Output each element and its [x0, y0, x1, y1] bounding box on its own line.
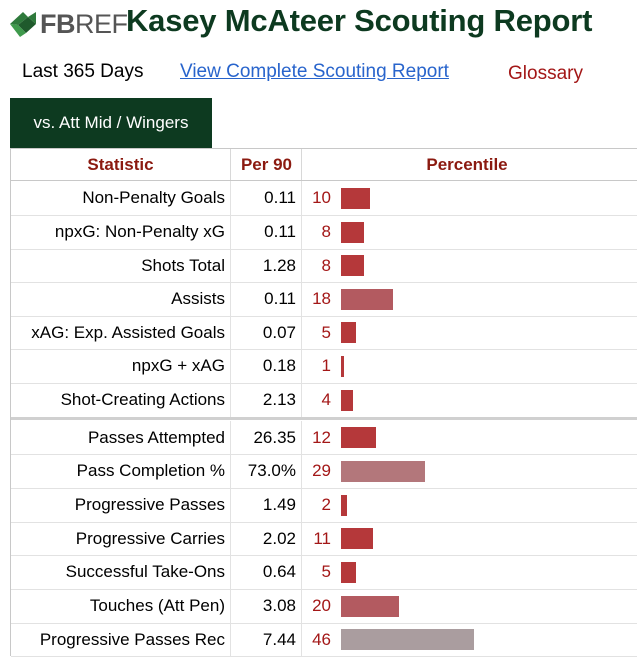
- percentile-value: 20: [301, 589, 335, 623]
- stat-name: Shots Total: [141, 256, 225, 275]
- percentile-bar: [341, 255, 364, 276]
- table-row: Progressive Carries 2.02 11: [11, 522, 637, 556]
- header-per90[interactable]: Per 90: [230, 149, 302, 180]
- stat-name: npxG: Non-Penalty xG: [54, 222, 225, 241]
- table-row: xAG: Exp. Assisted Goals 0.07 5: [11, 316, 637, 350]
- per90-value: 26.35: [230, 421, 301, 454]
- per90-value: 0.64: [230, 555, 301, 589]
- per90-value: 1.28: [230, 249, 301, 282]
- per90-value: 0.11: [230, 282, 301, 316]
- table-row: Touches (Att Pen) 3.08 20: [11, 589, 637, 624]
- header-statistic[interactable]: Statistic: [87, 155, 154, 174]
- table-row: Passes Attempted 26.35 12: [11, 421, 637, 455]
- percentile-bar: [341, 322, 356, 343]
- stat-name: npxG + xAG: [131, 356, 225, 375]
- percentile-bar: [341, 596, 399, 617]
- percentile-bar: [341, 356, 344, 377]
- table-row: Successful Take-Ons 0.64 5: [11, 555, 637, 590]
- stat-name: Progressive Carries: [75, 529, 225, 548]
- table-row: Non-Penalty Goals 0.11 10: [11, 181, 637, 216]
- per90-value: 0.11: [230, 181, 301, 215]
- stat-name: Pass Completion %: [76, 461, 225, 480]
- stat-name: Non-Penalty Goals: [82, 188, 225, 207]
- page-title: Kasey McAteer Scouting Report: [126, 3, 593, 38]
- per90-value: 7.44: [230, 623, 301, 656]
- table-row: Progressive Passes Rec 7.44 46: [11, 623, 637, 657]
- per90-value: 0.18: [230, 349, 301, 383]
- percentile-bar: [341, 289, 393, 310]
- percentile-bar: [341, 629, 474, 650]
- per90-value: 2.13: [230, 383, 301, 417]
- tab-att-mid-wingers[interactable]: vs. Att Mid / Wingers: [10, 98, 212, 148]
- percentile-value: 46: [301, 623, 335, 656]
- scouting-table: Statistic Per 90 Percentile Non-Penalty …: [10, 148, 637, 657]
- table-row: Shot-Creating Actions 2.13 4: [11, 383, 637, 420]
- logo-text-ref: REF: [75, 8, 128, 39]
- percentile-value: 1: [301, 349, 335, 383]
- stat-name: xAG: Exp. Assisted Goals: [31, 323, 225, 342]
- percentile-value: 12: [301, 421, 335, 454]
- full-report-link[interactable]: View Complete Scouting Report: [180, 61, 449, 82]
- table-row: npxG: Non-Penalty xG 0.11 8: [11, 215, 637, 250]
- percentile-value: 2: [301, 488, 335, 522]
- percentile-value: 5: [301, 316, 335, 349]
- percentile-value: 10: [301, 181, 335, 215]
- percentile-value: 18: [301, 282, 335, 316]
- percentile-bar: [341, 390, 353, 411]
- logo-text-fb: FB: [40, 8, 76, 39]
- percentile-bar: [341, 562, 356, 583]
- per90-value: 0.07: [230, 316, 301, 349]
- table-row: Pass Completion % 73.0% 29: [11, 454, 637, 489]
- percentile-bar: [341, 188, 370, 209]
- report-links: Last 365 Days View Complete Scouting Rep…: [0, 60, 637, 88]
- per90-value: 2.02: [230, 522, 301, 555]
- stat-name: Progressive Passes: [74, 495, 225, 514]
- per90-value: 1.49: [230, 488, 301, 522]
- percentile-bar: [341, 427, 376, 448]
- stat-name: Successful Take-Ons: [65, 562, 225, 581]
- stat-name: Progressive Passes Rec: [39, 630, 225, 649]
- fbref-leaf-icon: [10, 12, 36, 37]
- header-percentile[interactable]: Percentile: [301, 149, 632, 180]
- percentile-value: 4: [301, 383, 335, 417]
- per90-value: 0.11: [230, 215, 301, 249]
- percentile-bar: [341, 495, 347, 516]
- percentile-bar: [341, 222, 364, 243]
- percentile-value: 29: [301, 454, 335, 488]
- table-row: Shots Total 1.28 8: [11, 249, 637, 283]
- percentile-bar: [341, 461, 425, 482]
- percentile-value: 8: [301, 249, 335, 282]
- stat-name: Touches (Att Pen): [89, 596, 225, 615]
- stat-name: Shot-Creating Actions: [60, 390, 225, 409]
- percentile-value: 8: [301, 215, 335, 249]
- table-row: npxG + xAG 0.18 1: [11, 349, 637, 384]
- per90-value: 3.08: [230, 589, 301, 623]
- table-row: Assists 0.11 18: [11, 282, 637, 317]
- percentile-bar: [341, 528, 373, 549]
- glossary-link[interactable]: Glossary: [508, 63, 583, 84]
- period-label: Last 365 Days: [22, 61, 144, 82]
- per90-value: 73.0%: [230, 454, 301, 488]
- fbref-logo[interactable]: FB REF: [6, 7, 128, 41]
- table-row: Progressive Passes 1.49 2: [11, 488, 637, 523]
- percentile-value: 11: [301, 522, 335, 555]
- stat-name: Assists: [171, 289, 225, 308]
- percentile-value: 5: [301, 555, 335, 589]
- table-header: Statistic Per 90 Percentile: [11, 149, 637, 181]
- stat-name: Passes Attempted: [87, 428, 225, 447]
- page-header: FB REF Kasey McAteer Scouting Report: [0, 0, 637, 48]
